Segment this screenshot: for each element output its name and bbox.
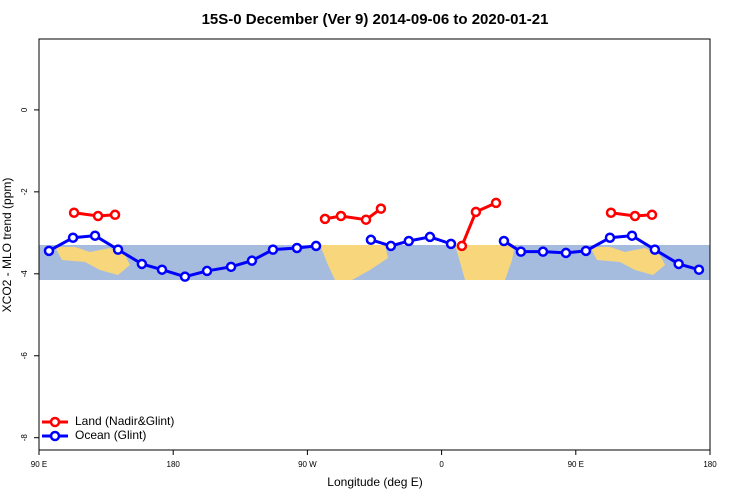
point [112,244,124,255]
point [646,209,658,221]
point [375,203,387,214]
plot-frame [38,38,711,451]
point [456,240,468,252]
point [424,231,436,243]
point [67,232,79,243]
point [291,242,303,254]
point [673,258,684,270]
y-tick-label: -4 [20,270,29,278]
y-tick-label: 0 [20,107,29,112]
x-tick-label: 90 W [298,460,317,469]
x-axis-label: Longitude (deg E) [327,475,422,489]
point [319,213,331,225]
point [109,209,121,221]
point [403,235,415,247]
point [490,197,502,209]
point [310,240,322,252]
legend-label: Land (Nadir&Glint) [75,414,174,428]
y-tick-label: -2 [20,188,29,196]
map-background [39,245,710,280]
chart-title: 15S-0 December (Ver 9) 2014-09-06 to 202… [202,11,549,28]
point [649,244,661,255]
x-tick-label: 90 E [31,460,47,469]
point [335,210,347,222]
point [136,258,148,270]
point [605,207,617,218]
y-tick-label: -8 [20,434,29,442]
x-tick-label: 90 E [568,460,584,469]
point [179,271,191,282]
x-tick-label: 0 [439,460,444,469]
point [580,245,592,257]
point [515,246,527,257]
point [604,232,616,243]
point [626,230,638,241]
point [365,234,377,246]
legend-label: Ocean (Glint) [75,428,146,442]
y-tick-label: -6 [20,352,29,360]
point [360,214,372,225]
legend-marker [49,416,61,428]
point [68,207,80,218]
point [385,240,397,252]
point [89,230,101,241]
point [225,261,237,273]
x-tick-label: 180 [167,460,181,469]
x-tick-label: 180 [703,460,717,469]
point [267,244,279,255]
point [560,247,572,259]
point [470,206,482,218]
legend-marker [49,430,61,442]
point [629,210,641,222]
point [156,264,168,275]
point [445,238,457,250]
point [201,265,213,277]
point [537,246,549,257]
series-line [73,201,653,247]
point [498,235,510,247]
point [43,245,55,257]
point [92,210,104,222]
point [246,255,258,266]
y-axis-label: XCO2 - MLO trend (ppm) [0,178,14,313]
point [693,264,705,275]
